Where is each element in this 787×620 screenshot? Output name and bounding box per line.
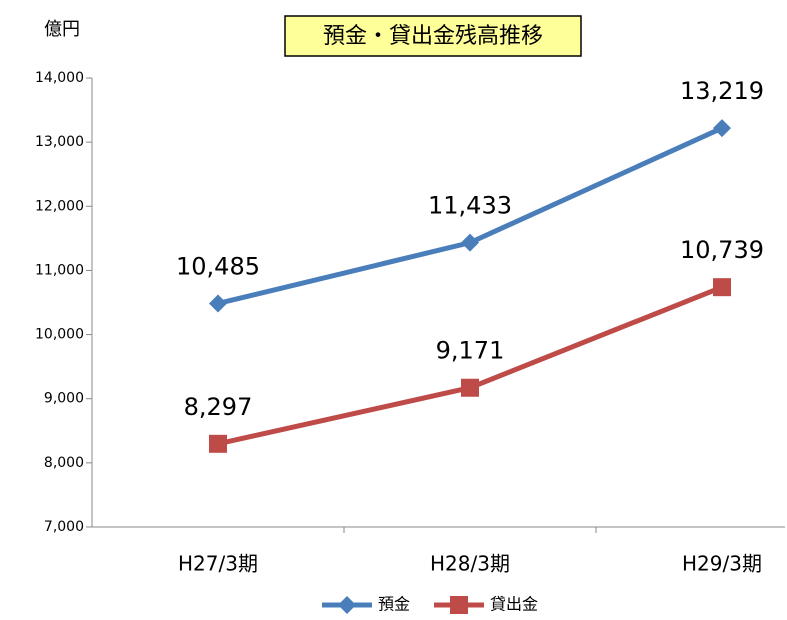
chart-title: 預金・貸出金残高推移 [323,24,543,49]
point [209,434,227,453]
point [461,378,479,397]
point [713,278,731,297]
data-label: 10,739 [680,236,764,264]
data-label: 11,433 [428,192,512,220]
point [713,119,731,138]
y-tick-label: 10,000 [35,327,84,343]
y-tick-label: 9,000 [44,391,84,407]
legend-label: 貸出金 [490,595,538,614]
y-tick-label: 12,000 [35,198,84,214]
legend-label: 預金 [378,595,410,614]
x-tick-label: H28/3期 [430,552,510,576]
x-tick-label: H27/3期 [178,552,258,576]
y-tick-label: 11,000 [35,262,84,278]
y-tick-label: 13,000 [35,134,84,150]
legend-marker [450,596,469,614]
x-tick-label: H29/3期 [682,552,762,576]
y-tick-label: 14,000 [35,70,84,86]
data-label: 9,171 [436,337,505,365]
title-box [284,15,582,57]
data-label: 13,219 [680,77,764,105]
y-tick-label: 8,000 [44,455,84,471]
series-line [217,284,723,447]
point [461,233,479,252]
point [209,294,227,313]
data-label: 8,297 [184,393,253,421]
y-tick-label: 7,000 [44,519,84,535]
data-label: 10,485 [176,252,260,280]
legend-marker [338,596,356,614]
y-axis-label: 億円 [44,19,80,40]
